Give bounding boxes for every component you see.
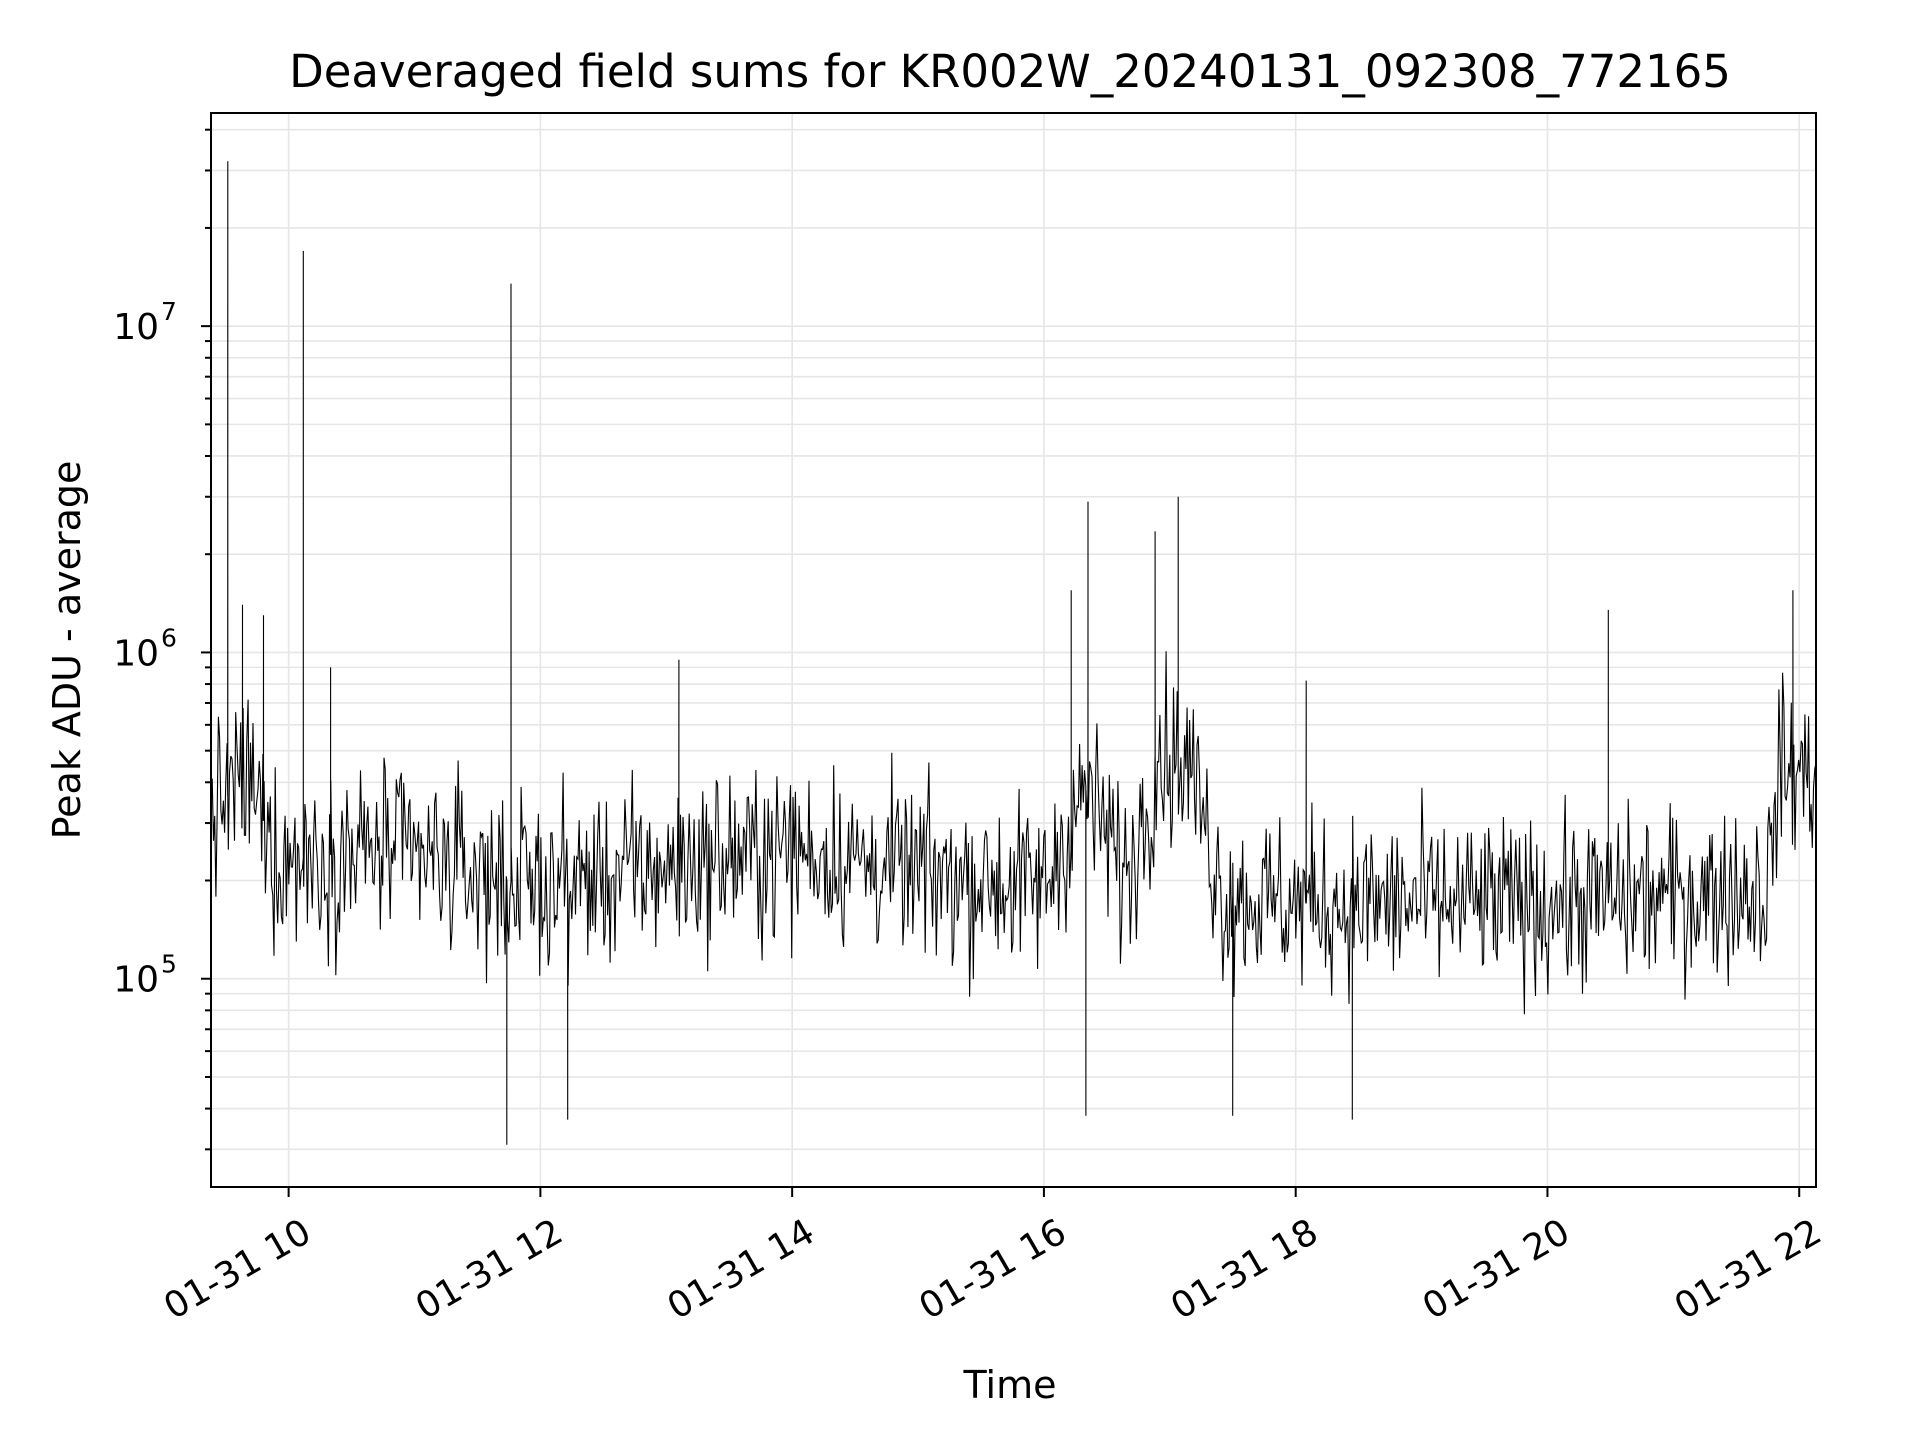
y-tick-exponent: 6 [161, 623, 177, 652]
x-tick-label: 01-31 12 [409, 1211, 570, 1327]
chart-title: Deaveraged field sums for KR002W_2024013… [289, 45, 1731, 98]
y-tick-exponent: 5 [161, 950, 177, 979]
y-tick-exponent: 7 [161, 297, 177, 326]
y-tick-label: 10 [113, 633, 159, 674]
y-tick-label: 10 [113, 307, 159, 348]
x-tick-label: 01-31 16 [913, 1211, 1074, 1327]
series-line [210, 161, 1817, 1145]
grid-lines [211, 113, 1816, 1187]
y-tick-label: 10 [113, 960, 159, 1001]
x-axis: 01-31 10 01-31 12 01-31 14 01-31 16 01-31 18… [157, 1187, 1829, 1328]
x-tick-label: 01-31 20 [1416, 1211, 1577, 1327]
x-axis-label: Time [963, 1363, 1057, 1407]
series-layer [210, 161, 1817, 1145]
x-tick-label: 01-31 22 [1668, 1211, 1829, 1327]
x-tick-label: 01-31 18 [1164, 1211, 1325, 1327]
y-axis-label: Peak ADU - average [45, 461, 89, 840]
x-tick-label: 01-31 10 [157, 1211, 318, 1327]
plot-frame [210, 112, 1817, 1188]
x-tick-label: 01-31 14 [661, 1211, 822, 1327]
